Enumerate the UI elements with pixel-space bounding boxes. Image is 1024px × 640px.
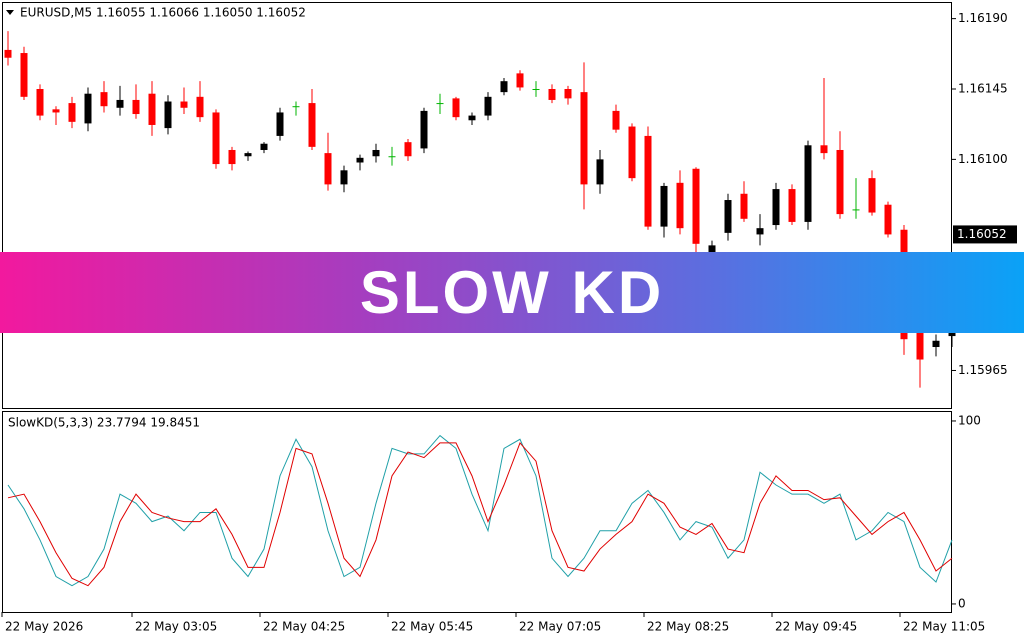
y-tick-label: 1.16190 — [958, 11, 1008, 25]
candle-body — [612, 110, 620, 130]
candle-body — [468, 115, 476, 121]
x-tick-label: 22 May 04:25 — [263, 620, 345, 634]
candle-body — [84, 93, 92, 124]
candle-body — [500, 81, 508, 93]
candle-body — [292, 106, 300, 108]
candle-body — [356, 157, 364, 163]
y-tick-label: 1.15965 — [958, 363, 1008, 377]
candle-body — [228, 149, 236, 165]
candle-body — [644, 135, 652, 227]
candle-body — [132, 99, 140, 115]
banner-text: SLOW KD — [359, 259, 665, 326]
candle-body — [404, 142, 412, 157]
candle-body — [148, 93, 156, 125]
y-tick-label: 100 — [958, 413, 981, 427]
symbol-header: EURUSD,M5 1.16055 1.16066 1.16050 1.1605… — [20, 6, 306, 20]
candle-body — [100, 92, 108, 107]
candle-body — [884, 204, 892, 235]
indicator-panel — [2, 411, 952, 613]
candle-body — [740, 193, 748, 219]
candle-body — [676, 182, 684, 229]
candle-body — [932, 340, 940, 348]
candle-body — [436, 103, 444, 105]
candle-body — [212, 112, 220, 165]
candle-body — [340, 170, 348, 185]
x-tick-label: 22 May 2026 — [5, 620, 83, 634]
candle-body — [820, 145, 828, 154]
candle-body — [324, 153, 332, 185]
candle-body — [180, 101, 188, 108]
candle-body — [196, 96, 204, 118]
candle-body — [868, 178, 876, 213]
candle-body — [420, 110, 428, 149]
candle-body — [580, 92, 588, 185]
candle-body — [788, 189, 796, 222]
last-price-label: 1.16052 — [957, 227, 1007, 241]
candle-body — [388, 156, 396, 158]
candle-body — [772, 189, 780, 226]
y-tick-label: 1.16145 — [958, 82, 1008, 96]
candle-body — [628, 126, 636, 179]
candle-body — [660, 185, 668, 227]
last-price-box — [953, 225, 1017, 244]
candle-body — [692, 168, 700, 244]
line-series — [7, 434, 953, 587]
x-tick-label: 22 May 08:25 — [647, 620, 729, 634]
candle-body — [116, 99, 124, 108]
menu-arrow[interactable] — [6, 10, 14, 15]
candle-body — [516, 73, 524, 88]
banner: SLOW KD — [0, 252, 1024, 333]
x-tick-label: 22 May 11:05 — [903, 620, 985, 634]
candle-body — [548, 89, 556, 100]
candle-body — [916, 331, 924, 360]
candle-body — [20, 53, 28, 97]
candle-body — [708, 245, 716, 254]
candle-body — [948, 331, 956, 337]
candles — [4, 31, 956, 388]
candle-body — [36, 89, 44, 116]
candle-body — [836, 149, 844, 215]
candle-body — [4, 49, 12, 58]
candle-body — [852, 209, 860, 211]
indicator-header: SlowKD(5,3,3) 23.7794 19.8451 — [8, 416, 200, 430]
y-tick-label: 0 — [958, 596, 966, 610]
candle-body — [372, 149, 380, 157]
candle-body — [308, 103, 316, 147]
candle-body — [564, 89, 572, 99]
candle-body — [164, 101, 172, 129]
candle-body — [804, 145, 812, 222]
x-tick-label: 22 May 03:05 — [135, 620, 217, 634]
price-panel — [2, 2, 952, 409]
line-series — [7, 441, 953, 587]
candle-body — [68, 103, 76, 122]
candle-body — [532, 89, 540, 91]
candle-body — [260, 143, 268, 150]
candle-body — [756, 228, 764, 235]
x-tick-label: 22 May 07:05 — [519, 620, 601, 634]
y-tick-label: 1.16100 — [958, 152, 1008, 166]
x-tick-label: 22 May 05:45 — [391, 620, 473, 634]
candle-body — [596, 159, 604, 185]
candle-body — [484, 96, 492, 116]
candle-body — [244, 153, 252, 157]
x-tick-label: 22 May 09:45 — [775, 620, 857, 634]
candle-body — [276, 112, 284, 136]
candle-body — [452, 98, 460, 118]
candle-body — [724, 200, 732, 233]
candle-body — [52, 109, 60, 113]
